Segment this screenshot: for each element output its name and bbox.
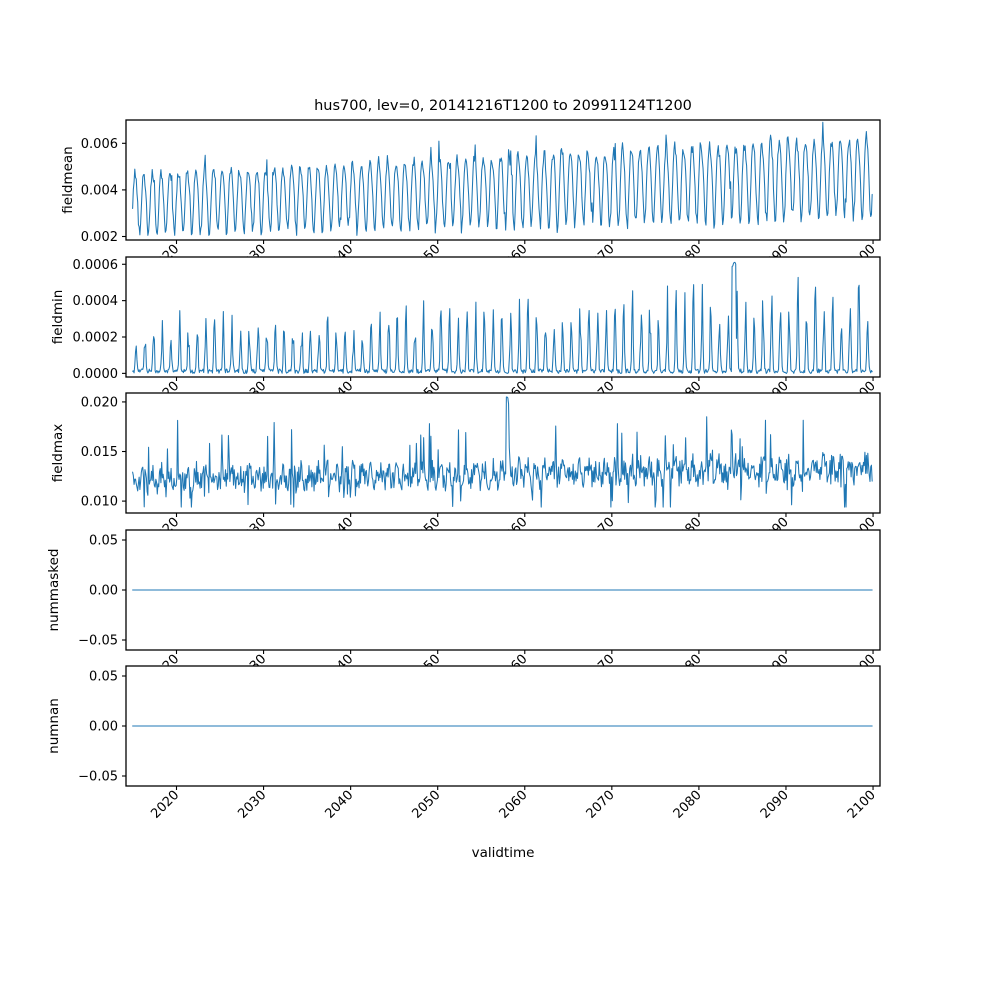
y-tick-label: 0.004 bbox=[81, 184, 118, 199]
y-axis-label-numnan: numnan bbox=[46, 698, 62, 754]
y-tick-label: −0.05 bbox=[78, 770, 118, 785]
y-tick-label: 0.0000 bbox=[73, 367, 119, 382]
subplot-grid: 0.0020.0040.0062020203020402050206020702… bbox=[46, 119, 881, 822]
y-axis-label-nummasked: nummasked bbox=[46, 549, 62, 632]
y-axis-label-fieldmax: fieldmax bbox=[50, 424, 66, 483]
data-line-fieldmin bbox=[132, 261, 873, 374]
y-tick-label: 0.05 bbox=[89, 534, 118, 549]
subplot-nummasked: −0.050.000.05202020302040205020602070208… bbox=[46, 529, 881, 686]
y-tick-label: 0.05 bbox=[89, 670, 118, 685]
y-tick-label: 0.00 bbox=[89, 720, 118, 735]
y-axis-label-fieldmin: fieldmin bbox=[50, 290, 66, 345]
y-tick-label: 0.0004 bbox=[73, 294, 119, 309]
figure-title: hus700, lev=0, 20141216T1200 to 20991124… bbox=[314, 98, 692, 114]
y-tick-label: 0.015 bbox=[81, 445, 118, 460]
y-tick-label: −0.05 bbox=[78, 634, 118, 649]
y-tick-label: 0.002 bbox=[81, 230, 118, 245]
y-tick-label: 0.010 bbox=[81, 495, 118, 510]
data-line-fieldmean bbox=[132, 121, 873, 236]
y-tick-label: 0.0002 bbox=[73, 331, 119, 346]
axes-spines-fieldmean bbox=[125, 119, 881, 241]
y-tick-label: 0.00 bbox=[89, 584, 118, 599]
y-axis-label-fieldmean: fieldmean bbox=[60, 146, 76, 213]
y-tick-label: 0.006 bbox=[81, 137, 118, 152]
y-tick-label: 0.020 bbox=[81, 396, 118, 411]
subplot-fieldmin: 0.00000.00020.00040.00062020203020402050… bbox=[50, 256, 881, 413]
y-tick-label: 0.0006 bbox=[73, 258, 119, 273]
data-line-fieldmax bbox=[132, 396, 873, 508]
x-axis-label: validtime bbox=[472, 845, 535, 861]
panel-occlusion-mask bbox=[125, 393, 881, 513]
axes-spines-fieldmax bbox=[125, 392, 881, 514]
axes-spines-fieldmin bbox=[125, 256, 881, 378]
